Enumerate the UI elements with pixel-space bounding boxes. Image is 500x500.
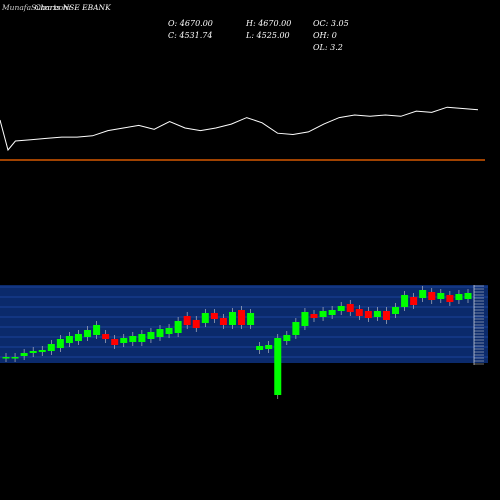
candle-body <box>165 328 173 334</box>
upper-line-series <box>0 106 479 152</box>
candle-body <box>346 304 354 312</box>
candle-body <box>265 345 273 349</box>
candlestick-series <box>2 286 472 399</box>
candle-body <box>156 329 164 337</box>
candle-body <box>201 313 209 323</box>
candle-body <box>355 309 363 316</box>
ohlc-oh: OH: 0 <box>313 31 337 40</box>
candle-body <box>65 336 73 343</box>
candle-body <box>337 306 345 311</box>
candle-body <box>56 339 64 348</box>
candle-body <box>138 334 146 342</box>
candle-body <box>373 311 381 317</box>
ohlc-open: O: 4670.00 <box>168 19 213 28</box>
candle-body <box>446 295 454 302</box>
candle-body <box>111 339 119 345</box>
candle-body <box>464 293 472 299</box>
ohlc-low: L: 4525.00 <box>246 31 290 40</box>
candle-body <box>47 344 55 351</box>
candle-body <box>256 346 264 350</box>
candle-body <box>84 330 92 337</box>
candle-body <box>228 312 236 325</box>
line-series-path <box>0 106 479 152</box>
candle-body <box>2 357 10 359</box>
candle-body <box>74 334 82 341</box>
candle-body <box>437 293 445 299</box>
ohlc-oc: OC: 3.05 <box>313 19 349 28</box>
candle-body <box>410 297 418 305</box>
candle-body <box>238 310 246 325</box>
candle-body <box>20 353 28 356</box>
candle-body <box>93 325 101 335</box>
candle-body <box>102 334 110 339</box>
candle-body <box>219 318 227 325</box>
candle-body <box>292 322 300 335</box>
candle-body <box>419 290 427 298</box>
candle-body <box>29 351 37 353</box>
candle-body <box>428 292 436 300</box>
chart-title: Charts NSE EBANK <box>34 3 111 12</box>
candle-body <box>283 335 291 341</box>
candle-body <box>455 294 463 300</box>
candle-body <box>301 312 309 326</box>
ohlc-close: C: 4531.74 <box>168 31 213 40</box>
candle-body <box>147 332 155 339</box>
candle-body <box>38 350 46 352</box>
candle-body <box>247 313 255 325</box>
candle-body <box>382 311 390 320</box>
chart-header: MunafaSutra.com Charts NSE EBANK <box>2 3 111 12</box>
candle-body <box>319 311 327 317</box>
candle-body <box>210 313 218 319</box>
candle-body <box>183 316 191 325</box>
candle-body <box>401 295 409 307</box>
candle-body <box>392 307 400 314</box>
candle-body <box>364 311 372 318</box>
candle-body <box>129 336 137 342</box>
watermark-text: MunafaSutra.com <box>2 3 71 12</box>
price-scale <box>473 285 484 365</box>
candle-body <box>310 314 318 318</box>
candle-body <box>192 320 200 328</box>
candle-body <box>174 321 182 333</box>
candle-body <box>328 310 336 315</box>
candle-body <box>11 357 19 359</box>
candle-body <box>120 338 128 343</box>
ohlc-ol: OL: 3.2 <box>313 43 343 52</box>
ohlc-high: H: 4670.00 <box>246 19 292 28</box>
candle-body <box>274 338 282 395</box>
